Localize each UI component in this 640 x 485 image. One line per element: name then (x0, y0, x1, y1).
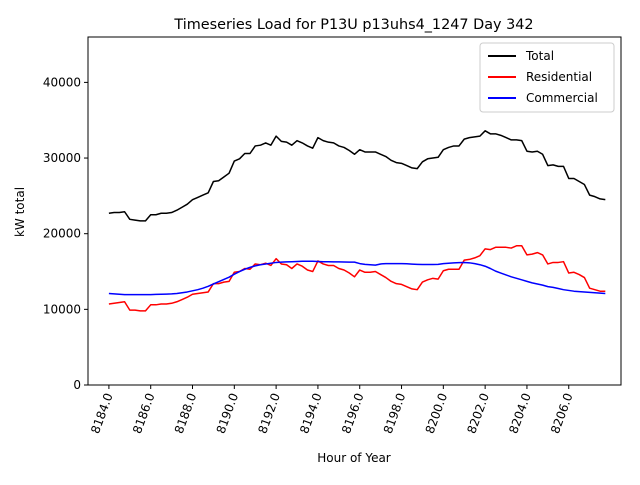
y-tick-label: 0 (73, 378, 81, 392)
x-axis-label: Hour of Year (317, 451, 391, 465)
legend-label-residential: Residential (526, 70, 592, 84)
legend-box (479, 42, 615, 113)
y-tick-label: 10000 (43, 302, 81, 316)
series-layer (108, 130, 606, 312)
legend-label-total: Total (525, 49, 554, 63)
chart-title: Timeseries Load for P13U p13uhs4_1247 Da… (173, 17, 533, 33)
plot-area (87, 36, 622, 386)
y-axis: 0 10000 20000 30000 40000 (43, 75, 88, 392)
legend-label-commercial: Commercial (526, 91, 598, 105)
series-line-total (108, 130, 606, 222)
y-tick-label: 30000 (43, 151, 81, 165)
y-axis-label: kW total (13, 187, 27, 237)
series-line-commercial (108, 260, 606, 296)
y-tick-label: 20000 (43, 227, 81, 241)
axes-frame (87, 36, 622, 386)
series-line-residential (108, 245, 606, 312)
legend: Total Residential Commercial (479, 42, 615, 113)
y-tick-label: 40000 (43, 75, 81, 89)
